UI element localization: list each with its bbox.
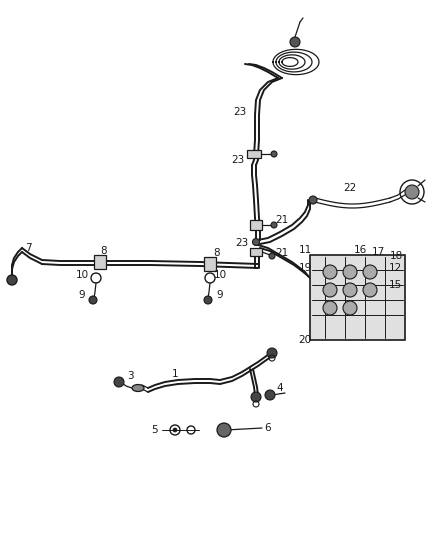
Text: 3: 3 [127,371,133,381]
Circle shape [114,377,124,387]
Circle shape [323,265,337,279]
Circle shape [271,222,277,228]
Text: 22: 22 [343,183,357,193]
Bar [247,150,261,158]
Text: 21: 21 [276,215,289,225]
Circle shape [251,392,261,402]
Text: 23: 23 [231,155,245,165]
Circle shape [405,185,419,199]
Circle shape [290,37,300,47]
Circle shape [173,428,177,432]
Text: 11: 11 [298,245,311,255]
Text: 15: 15 [389,280,402,290]
Text: 5: 5 [152,425,158,435]
Circle shape [363,283,377,297]
Text: 20: 20 [298,335,311,345]
Circle shape [343,265,357,279]
Bar [204,257,216,271]
Circle shape [252,238,259,246]
Circle shape [323,283,337,297]
Circle shape [89,296,97,304]
Circle shape [323,301,337,315]
Text: 9: 9 [79,290,85,300]
Ellipse shape [132,384,144,392]
Bar [94,255,106,269]
Circle shape [343,301,357,315]
Circle shape [269,253,275,259]
Text: 10: 10 [213,270,226,280]
Bar [250,248,262,256]
Text: 8: 8 [101,246,107,256]
Bar [250,220,262,230]
Circle shape [343,283,357,297]
Text: 17: 17 [371,247,385,257]
Circle shape [204,296,212,304]
Text: 10: 10 [75,270,88,280]
Text: 23: 23 [233,107,247,117]
Circle shape [267,348,277,358]
Circle shape [217,423,231,437]
Text: 8: 8 [214,248,220,258]
Text: 1: 1 [172,369,178,379]
Text: 21: 21 [276,248,289,258]
Text: 16: 16 [353,245,367,255]
Circle shape [271,151,277,157]
Text: 7: 7 [25,243,31,253]
Circle shape [309,196,317,204]
Text: 23: 23 [235,238,249,248]
Text: 12: 12 [389,263,402,273]
Text: 6: 6 [265,423,271,433]
Text: 18: 18 [389,251,403,261]
Bar [310,255,405,340]
Circle shape [363,265,377,279]
Text: 19: 19 [298,263,311,273]
Text: 4: 4 [277,383,283,393]
Circle shape [7,275,17,285]
Text: 9: 9 [217,290,223,300]
Circle shape [265,390,275,400]
